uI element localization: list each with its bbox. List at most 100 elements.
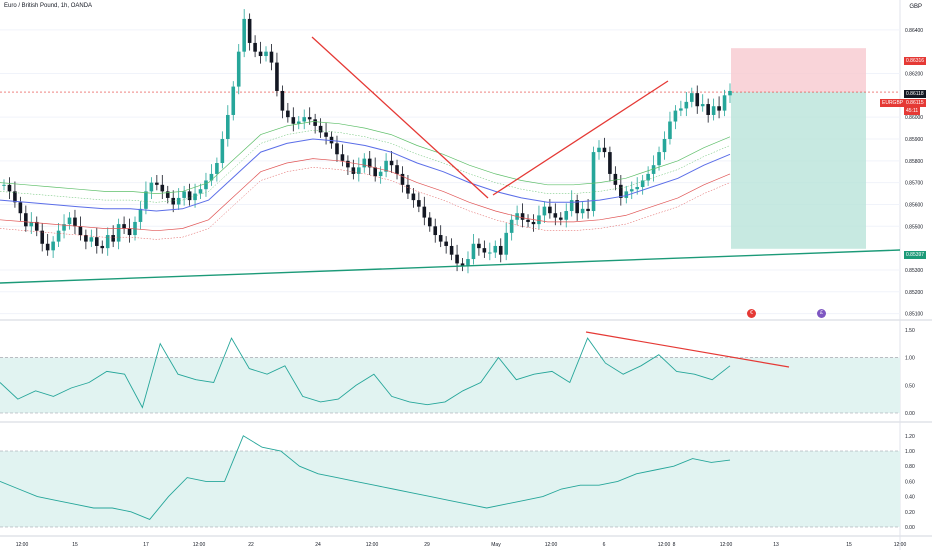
- candle-body: [155, 182, 159, 185]
- candle-body: [209, 173, 214, 181]
- time-tick-label: 17: [143, 542, 149, 548]
- sma-green-line: [0, 121, 731, 194]
- candle-body: [94, 237, 99, 246]
- price-tick-label: 0.85700: [905, 181, 923, 187]
- candle-body: [433, 226, 438, 236]
- candle-body: [193, 193, 197, 201]
- candle-body: [526, 219, 530, 222]
- candle-body: [84, 235, 88, 242]
- time-tick-label: 22: [248, 542, 254, 548]
- candle-body: [406, 184, 410, 194]
- candle-body: [569, 200, 574, 212]
- candle-body: [384, 160, 388, 172]
- candle-body: [613, 173, 618, 185]
- candle-body: [324, 132, 328, 137]
- price-tick-label: 0.85900: [905, 137, 923, 143]
- candle-body: [226, 114, 230, 139]
- candle-body: [602, 147, 607, 153]
- candle-body: [553, 213, 558, 218]
- candle-body: [640, 180, 645, 188]
- candle-body: [558, 217, 563, 220]
- time-tick-label: 29: [424, 542, 430, 548]
- target-price-label: 0.85397: [904, 251, 927, 259]
- candle-body: [706, 104, 710, 115]
- candle-body: [105, 235, 110, 249]
- price-tick-label: 0.85300: [905, 268, 923, 274]
- candle-body: [122, 224, 126, 229]
- price-tick-label: 0.85100: [905, 312, 923, 318]
- osc1-band: [0, 357, 900, 413]
- earnings-icon[interactable]: £: [817, 309, 826, 318]
- candle-body: [247, 18, 252, 43]
- symbol-title[interactable]: Euro / British Pound, 1h, OANDA: [4, 3, 93, 9]
- candle-body: [313, 119, 317, 126]
- candle-body: [340, 154, 345, 161]
- candle-body: [651, 165, 656, 174]
- candle-body: [264, 51, 268, 57]
- osc2-tick-label: 0.00: [905, 525, 915, 531]
- candle-body: [7, 184, 12, 192]
- price-tick-label: 0.86200: [905, 71, 923, 77]
- osc2-tick-label: 1.20: [905, 434, 915, 440]
- candle-body: [204, 180, 208, 190]
- candle-body: [411, 193, 416, 201]
- candle-body: [657, 152, 661, 166]
- time-tick-label: 24: [315, 542, 321, 548]
- candle-body: [215, 163, 219, 174]
- osc1-tick-label: 0.00: [905, 411, 915, 417]
- candle-body: [509, 219, 514, 233]
- candle-body: [673, 110, 678, 122]
- last-top-price-label: 0.86118: [904, 90, 926, 98]
- stop-loss-zone: [731, 48, 866, 93]
- candle-body: [635, 187, 640, 190]
- oscillator-1-line: [0, 337, 731, 409]
- sma-red-line: [0, 158, 731, 232]
- candle-body: [422, 206, 427, 218]
- osc2-tick-label: 0.80: [905, 464, 915, 470]
- candle-body: [269, 51, 274, 63]
- candle-body: [548, 206, 552, 214]
- candle-body: [378, 171, 383, 177]
- candle-body: [444, 241, 448, 246]
- candle-body: [662, 138, 667, 153]
- candle-body: [335, 143, 339, 155]
- support-trend-line: [0, 249, 901, 284]
- candle-body: [78, 226, 83, 236]
- candle-body: [400, 173, 405, 185]
- candle-body: [231, 86, 236, 115]
- candle-body: [367, 158, 372, 168]
- candle-body: [133, 221, 137, 236]
- candle-body: [520, 213, 525, 220]
- osc1-tick-label: 0.50: [905, 383, 915, 389]
- candle-body: [597, 147, 601, 153]
- candle-body: [318, 125, 323, 133]
- last-price-label: 0.86115: [904, 99, 926, 107]
- calendar-event-icon[interactable]: €: [747, 309, 756, 318]
- candle-body: [427, 217, 432, 227]
- candle-body: [160, 184, 165, 192]
- candle-body: [165, 191, 170, 198]
- candle-body: [346, 160, 350, 168]
- candle-body: [351, 167, 356, 174]
- candle-body: [67, 217, 72, 225]
- time-tick-label: 12:00: [894, 542, 907, 548]
- candle-body: [580, 208, 585, 214]
- candle-body: [220, 138, 225, 163]
- candle-body: [624, 191, 629, 198]
- osc2-band: [0, 451, 900, 527]
- candle-body: [24, 213, 28, 227]
- candle-body: [542, 206, 547, 216]
- osc2-tick-label: 0.20: [905, 510, 915, 516]
- candle-body: [575, 200, 579, 214]
- candle-body: [291, 117, 296, 124]
- time-tick-label: 12:00: [545, 542, 558, 548]
- price-tick-label: 0.85800: [905, 159, 923, 165]
- time-tick-label: 15: [846, 542, 852, 548]
- candle-body: [198, 189, 203, 194]
- sma-red-dotted-line: [0, 167, 731, 240]
- candle-body: [144, 191, 148, 209]
- candle-body: [700, 104, 705, 107]
- candle-body: [471, 243, 476, 260]
